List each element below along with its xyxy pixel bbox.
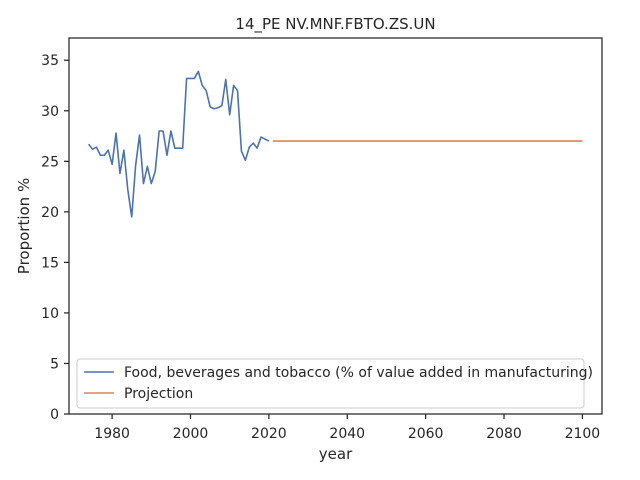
y-tick-label: 10 [41,306,59,322]
x-tick-label: 2040 [329,426,365,442]
chart-title: 14_PE NV.MNF.FBTO.ZS.UN [235,15,435,34]
legend-label: Projection [124,386,193,402]
legend-box [76,358,585,409]
legend-label: Food, beverages and tobacco (% of value … [124,365,593,381]
x-tick-label: 2100 [565,426,601,442]
y-tick-label: 20 [41,205,59,221]
series-line-food-beverages-tobacco [87,70,270,218]
x-tick-label: 2020 [251,426,287,442]
plot-frame [68,37,603,415]
y-tick-label: 5 [50,356,59,372]
x-axis: 1980 2000 2020 2040 2060 2080 2100 [94,414,600,442]
x-tick-label: 2060 [408,426,444,442]
y-tick-label: 30 [41,104,59,120]
y-tick-label: 25 [41,154,59,170]
y-axis-label: Proportion % [15,178,33,274]
x-tick-label: 2000 [173,426,209,442]
y-tick-label: 0 [50,407,59,423]
y-tick-label: 35 [41,53,59,69]
legend: Food, beverages and tobacco (% of value … [76,358,593,409]
x-tick-label: 1980 [94,426,130,442]
y-axis: 0 5 10 15 20 25 30 35 [41,53,69,423]
x-tick-label: 2080 [486,426,522,442]
x-axis-label: year [319,445,353,463]
series-layer [87,70,583,218]
y-tick-label: 15 [41,255,59,271]
